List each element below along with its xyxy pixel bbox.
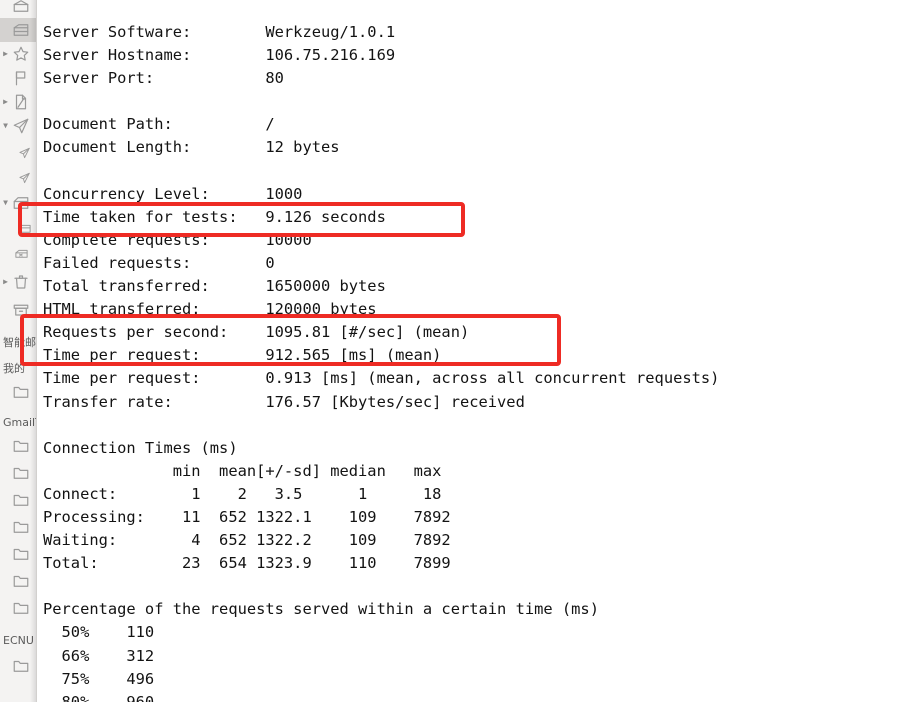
- terminal-line: Processing: 11 652 1322.1 109 7892: [43, 507, 451, 526]
- flag-icon[interactable]: [10, 67, 32, 89]
- terminal-line: Total transferred: 1650000 bytes: [43, 277, 386, 296]
- terminal-line: Complete requests: 10000: [43, 230, 312, 249]
- terminal-line: Time per request: 912.565 [ms] (mean): [43, 346, 442, 365]
- terminal-line: Time per request: 0.913 [ms] (mean, acro…: [43, 369, 720, 388]
- terminal-line: Document Length: 12 bytes: [43, 138, 340, 157]
- sidebar-item-24[interactable]: ECNU: [0, 628, 36, 652]
- sidebar-item-0[interactable]: [0, 0, 36, 18]
- terminal-line: Server Software: Werkzeug/1.0.1: [43, 23, 396, 41]
- terminal-line: Document Path: /: [43, 115, 275, 134]
- mailbox-icon[interactable]: [10, 0, 32, 17]
- sidebar-group-label: ECNU: [3, 633, 34, 647]
- disclosure-triangle-icon[interactable]: ▶: [3, 49, 8, 58]
- sidebar-item-13[interactable]: 智能邮: [0, 330, 36, 354]
- disclosure-triangle-icon[interactable]: ▼: [3, 198, 8, 207]
- sidebar-item-15[interactable]: [0, 380, 36, 404]
- sidebar-item-25[interactable]: [0, 654, 36, 678]
- folder-icon[interactable]: [10, 570, 32, 592]
- terminal-line: [43, 414, 719, 437]
- sent-sub-icon[interactable]: [13, 142, 35, 164]
- junk-x-icon[interactable]: [10, 242, 32, 264]
- sidebar-item-20[interactable]: [0, 515, 36, 539]
- terminal-line: 50% 110: [43, 623, 155, 642]
- sidebar-item-6[interactable]: [0, 141, 36, 165]
- sidebar-item-5[interactable]: ▼: [0, 114, 36, 138]
- sidebar-item-21[interactable]: [0, 542, 36, 566]
- terminal-line: Transfer rate: 176.57 [Kbytes/sec] recei…: [43, 392, 525, 411]
- drafts-icon[interactable]: [10, 91, 32, 113]
- sent-icon[interactable]: [10, 115, 32, 137]
- terminal-line: Connection Times (ms): [43, 438, 238, 457]
- terminal-line: Requests per second: 1095.81 [#/sec] (me…: [43, 323, 470, 342]
- terminal-pane[interactable]: Server Software: Werkzeug/1.0.1 Server Ho…: [37, 0, 915, 702]
- terminal-line: [43, 90, 719, 113]
- star-icon[interactable]: [10, 43, 32, 65]
- terminal-line: HTML transferred: 120000 bytes: [43, 300, 377, 319]
- sidebar-group-label: 智能邮: [3, 336, 36, 349]
- sidebar-group-label: 我的: [3, 362, 25, 375]
- sidebar-item-1[interactable]: [0, 18, 36, 42]
- folder-icon[interactable]: [10, 516, 32, 538]
- sidebar-item-22[interactable]: [0, 569, 36, 593]
- terminal-line: [43, 160, 719, 183]
- terminal-line: Waiting: 4 652 1322.2 109 7892: [43, 531, 451, 550]
- archive-icon[interactable]: [10, 298, 32, 320]
- inbox-icon[interactable]: [10, 19, 32, 41]
- terminal-line: Percentage of the requests served within…: [43, 600, 599, 619]
- sidebar-item-16[interactable]: GmailT: [0, 410, 36, 434]
- sent-sub-icon[interactable]: [13, 167, 35, 189]
- terminal-line: Connect: 1 2 3.5 1 18: [43, 484, 442, 503]
- terminal-line: Total: 23 654 1323.9 110 7899: [43, 554, 451, 573]
- folder-icon[interactable]: [10, 543, 32, 565]
- folder-icon[interactable]: [10, 435, 32, 457]
- sidebar-item-7[interactable]: [0, 166, 36, 190]
- terminal-line: min mean[+/-sd] median max: [43, 461, 442, 480]
- sidebar-item-4[interactable]: ▶: [0, 90, 36, 114]
- sidebar-item-17[interactable]: [0, 434, 36, 458]
- disclosure-triangle-icon[interactable]: ▼: [3, 121, 8, 130]
- folder-icon[interactable]: [10, 462, 32, 484]
- terminal-line: Server Hostname: 106.75.216.169: [43, 46, 396, 65]
- sidebar-item-11[interactable]: ▶: [0, 270, 36, 294]
- sidebar-item-12[interactable]: [0, 297, 36, 321]
- sidebar-group-label: GmailT: [3, 415, 36, 429]
- terminal-line: Time taken for tests: 9.126 seconds: [43, 207, 386, 226]
- trash-icon[interactable]: [10, 271, 32, 293]
- terminal-line: Concurrency Level: 1000: [43, 184, 303, 203]
- terminal-line: Failed requests: 0: [43, 253, 275, 272]
- folder-icon[interactable]: [10, 655, 32, 677]
- sidebar-item-2[interactable]: ▶: [0, 42, 36, 66]
- terminal-output: Server Software: Werkzeug/1.0.1 Server Ho…: [43, 21, 719, 702]
- sidebar-item-14[interactable]: 我的: [0, 356, 36, 380]
- sidebar-item-8[interactable]: ▼: [0, 191, 36, 215]
- junk-sub-icon[interactable]: [13, 217, 35, 239]
- folder-icon[interactable]: [10, 489, 32, 511]
- sidebar-item-23[interactable]: [0, 596, 36, 620]
- terminal-line: [43, 575, 719, 598]
- terminal-line: 80% 960: [43, 692, 155, 702]
- sidebar-item-9[interactable]: [0, 216, 36, 240]
- sidebar-item-18[interactable]: [0, 461, 36, 485]
- sidebar-item-10[interactable]: [0, 241, 36, 265]
- junk-icon[interactable]: [10, 192, 32, 214]
- disclosure-triangle-icon[interactable]: ▶: [3, 277, 8, 286]
- terminal-line: 66% 312: [43, 646, 155, 665]
- terminal-line: Server Port: 80: [43, 69, 284, 88]
- terminal-line: 75% 496: [43, 669, 155, 688]
- folder-icon[interactable]: [10, 381, 32, 403]
- disclosure-triangle-icon[interactable]: ▶: [3, 97, 8, 106]
- sidebar-item-19[interactable]: [0, 488, 36, 512]
- folder-icon[interactable]: [10, 597, 32, 619]
- sidebar-item-3[interactable]: [0, 66, 36, 90]
